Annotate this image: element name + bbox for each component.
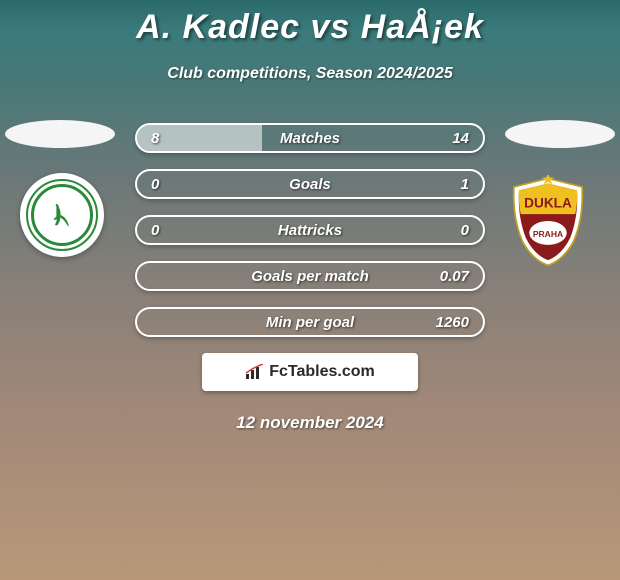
stat-right-value: 1	[413, 176, 483, 193]
stat-label: Matches	[207, 130, 413, 147]
date-text: 12 november 2024	[0, 413, 620, 433]
stat-right-value: 1260	[413, 314, 483, 331]
left-club-badge	[20, 173, 120, 273]
kangaroo-icon	[48, 201, 76, 229]
shield-icon: DUKLA PRAHA	[505, 175, 591, 267]
comparison-panel: DUKLA PRAHA 8Matches140Goals10Hattricks0…	[0, 123, 620, 433]
stat-label: Goals per match	[207, 268, 413, 285]
svg-text:PRAHA: PRAHA	[533, 229, 563, 239]
source-logo[interactable]: FcTables.com	[202, 353, 418, 391]
stat-row: 8Matches14	[135, 123, 485, 153]
subtitle: Club competitions, Season 2024/2025	[0, 65, 620, 83]
logo-text: FcTables.com	[269, 363, 375, 381]
stat-right-value: 0	[413, 222, 483, 239]
stats-rows: 8Matches140Goals10Hattricks0Goals per ma…	[135, 123, 485, 337]
bars-icon	[245, 364, 265, 380]
page-title: A. Kadlec vs HaÅ¡ek	[0, 0, 620, 47]
stat-right-value: 0.07	[413, 268, 483, 285]
stat-left-value: 0	[137, 176, 207, 193]
stat-label: Goals	[207, 176, 413, 193]
stat-row: Min per goal1260	[135, 307, 485, 337]
right-club-badge: DUKLA PRAHA	[500, 173, 600, 273]
stat-label: Min per goal	[207, 314, 413, 331]
stat-row: 0Goals1	[135, 169, 485, 199]
svg-text:DUKLA: DUKLA	[524, 195, 572, 210]
stat-row: Goals per match0.07	[135, 261, 485, 291]
stat-left-value: 8	[137, 130, 207, 147]
stat-row: 0Hattricks0	[135, 215, 485, 245]
stat-right-value: 14	[413, 130, 483, 147]
left-oval	[5, 120, 115, 148]
stat-left-value: 0	[137, 222, 207, 239]
stat-label: Hattricks	[207, 222, 413, 239]
right-oval	[505, 120, 615, 148]
